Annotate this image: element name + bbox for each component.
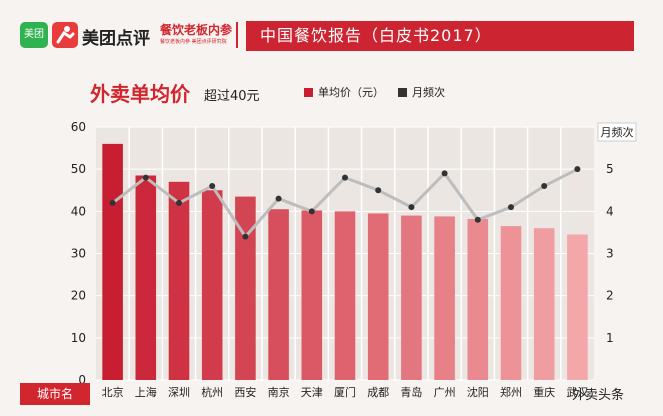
legend-item-price: 单均价（元） [304, 84, 384, 100]
x-tick-label: 广州 [434, 386, 456, 399]
bar [168, 181, 190, 380]
y-tick-label: 30 [71, 247, 86, 261]
dianping-logo-icon [52, 22, 78, 48]
frequency-point [574, 166, 581, 173]
frequency-point [109, 199, 116, 206]
bar [567, 234, 588, 380]
frequency-point [142, 174, 149, 181]
bar [367, 213, 389, 380]
y2-tick-label: 2 [606, 289, 614, 303]
bar [301, 210, 323, 380]
sub-brand-tagline: 餐饮老板内参·美团点评研究院 [160, 39, 227, 45]
frequency-point [541, 183, 548, 190]
legend-swatch-price [304, 87, 313, 97]
x-tick-label: 西安 [234, 385, 256, 399]
chart-legend: 单均价（元） 月频次 [304, 84, 459, 100]
y-tick-label: 60 [71, 120, 86, 134]
sub-brand: 餐饮老板内参 [160, 23, 233, 37]
x-tick-label: 南京 [268, 385, 290, 399]
legend-item-frequency: 月频次 [398, 84, 445, 100]
y2-axis-label: 月频次 [601, 125, 634, 139]
bar [401, 215, 422, 380]
bar [533, 228, 555, 380]
chart-title: 外卖单均价 [90, 82, 190, 106]
brand-name: 美团点评 [82, 29, 150, 49]
frequency-point [242, 233, 249, 240]
bar [500, 226, 522, 380]
frequency-point [408, 204, 415, 211]
frequency-point [474, 216, 481, 223]
y-tick-label: 0 [78, 373, 86, 387]
x-tick-label: 杭州 [201, 385, 223, 399]
x-tick-label: 北京 [102, 385, 124, 399]
frequency-point [441, 170, 448, 177]
x-tick-label: 上海 [135, 385, 157, 399]
header-divider [236, 22, 238, 48]
legend-label-price: 单均价（元） [318, 86, 384, 99]
bar [334, 211, 356, 380]
legend-swatch-frequency [398, 87, 407, 97]
y-tick-label: 10 [71, 331, 86, 345]
bar [235, 196, 256, 380]
watermark: 外卖头条 [572, 388, 625, 403]
x-tick-label: 沈阳 [467, 385, 489, 399]
bar [201, 190, 223, 380]
report-banner: 中国餐饮报告（白皮书2017） [246, 21, 634, 51]
frequency-point [209, 183, 216, 190]
y2-tick-label: 5 [606, 162, 614, 176]
frequency-point [308, 208, 315, 215]
x-tick-label: 成都 [367, 386, 389, 399]
y2-tick-label: 1 [606, 331, 614, 345]
chart-subtitle: 超过40元 [204, 89, 260, 104]
x-tick-label: 天津 [301, 386, 323, 399]
y-tick-label: 40 [71, 204, 86, 218]
x-axis-label: 城市名 [20, 383, 90, 405]
frequency-point [508, 204, 514, 211]
x-tick-label: 深圳 [168, 386, 190, 399]
bar [467, 218, 489, 380]
frequency-point [342, 174, 348, 181]
y-tick-label: 20 [71, 289, 86, 303]
legend-label-frequency: 月频次 [412, 86, 445, 99]
meituan-logo: 美团 [20, 22, 48, 48]
bar [268, 209, 289, 380]
y2-tick-label: 3 [606, 247, 614, 261]
x-tick-label: 武汉 [566, 386, 588, 399]
bar [102, 143, 123, 380]
frequency-point [275, 195, 282, 202]
x-tick-label: 青岛 [400, 385, 422, 399]
frequency-point [375, 187, 382, 194]
x-tick-label: 郑州 [500, 385, 522, 399]
bar [434, 216, 455, 380]
y2-axis-label-box [597, 122, 637, 142]
y2-tick-label: 4 [606, 204, 614, 218]
x-tick-label: 重庆 [533, 385, 555, 399]
x-tick-label: 厦门 [334, 385, 356, 399]
report-header: 美团 美团点评 餐饮老板内参 餐饮老板内参·美团点评研究院 中国餐饮报告（白皮书… [0, 0, 663, 58]
bar [135, 175, 157, 380]
frequency-point [176, 199, 182, 206]
y-tick-label: 50 [71, 162, 86, 176]
